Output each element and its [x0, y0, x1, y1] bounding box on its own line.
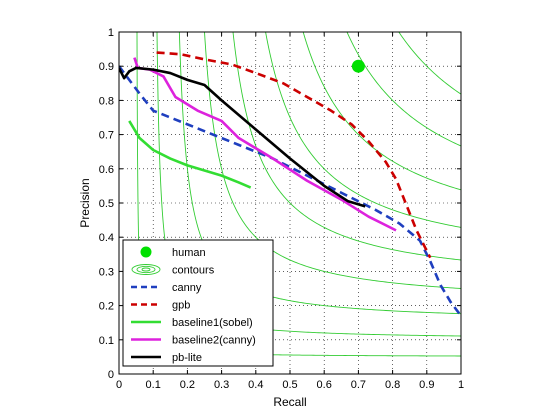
x-tick-label: 1 [458, 379, 464, 391]
series-line-pb-lite [119, 66, 366, 208]
iso-f-contour [265, 32, 461, 228]
iso-f-contour [232, 32, 461, 261]
legend-swatch-contour [136, 265, 156, 274]
x-tick-label: 0.3 [214, 379, 229, 391]
y-tick-label: 0 [108, 369, 114, 381]
y-tick-label: 0.1 [99, 335, 114, 347]
legend-swatch-contour [131, 264, 161, 275]
series-lines [119, 51, 461, 317]
y-tick-label: 0.4 [99, 232, 114, 244]
legend-label: human [172, 247, 206, 259]
legend-swatch-contour [141, 267, 151, 272]
series-line-canny [119, 65, 461, 317]
y-tick-label: 0.7 [99, 130, 114, 142]
legend-label: baseline2(canny) [172, 335, 256, 347]
x-tick-label: 0 [116, 379, 122, 391]
legend-label: gpb [172, 300, 190, 312]
legend-label: canny [172, 282, 202, 294]
human-marker [351, 59, 365, 73]
y-tick-label: 1 [108, 27, 114, 39]
x-axis-label: Recall [273, 395, 306, 409]
series-line-baseline1-sobel- [128, 120, 252, 189]
x-tick-label: 0.4 [248, 379, 263, 391]
legend-label: baseline1(sobel) [172, 317, 253, 329]
x-tick-label: 0.1 [146, 379, 161, 391]
iso-f-contour [346, 32, 461, 147]
x-tick-label: 0.9 [419, 379, 434, 391]
legend-label: pb-lite [172, 352, 202, 364]
y-tick-label: 0.6 [99, 164, 114, 176]
legend: human contours canny gpb baseline1(sobel) bas… [122, 239, 274, 367]
y-tick-label: 0.9 [99, 61, 114, 73]
y-tick-label: 0.8 [99, 95, 114, 107]
iso-f-contour [302, 32, 461, 191]
x-tick-label: 0.6 [317, 379, 332, 391]
legend-label: contours [172, 265, 215, 277]
y-tick-label: 0.5 [99, 198, 114, 210]
x-tick-label: 0.8 [385, 379, 400, 391]
x-tick-label: 0.5 [282, 379, 297, 391]
x-tick-label: 0.7 [351, 379, 366, 391]
ticks: 0 0.1 0.2 0.3 0.4 0.5 0.6 0.7 0.8 0.9 1 0 0.1 0.2 0.3 0… [99, 27, 464, 391]
y-axis-label: Precision [78, 178, 92, 227]
x-tick-label: 0.2 [180, 379, 195, 391]
series-line-gpb [156, 51, 432, 259]
iso-f-contour [204, 32, 461, 289]
legend-swatch-marker [140, 246, 152, 258]
legend-box [122, 239, 274, 367]
y-tick-label: 0.2 [99, 301, 114, 313]
y-tick-label: 0.3 [99, 266, 114, 278]
